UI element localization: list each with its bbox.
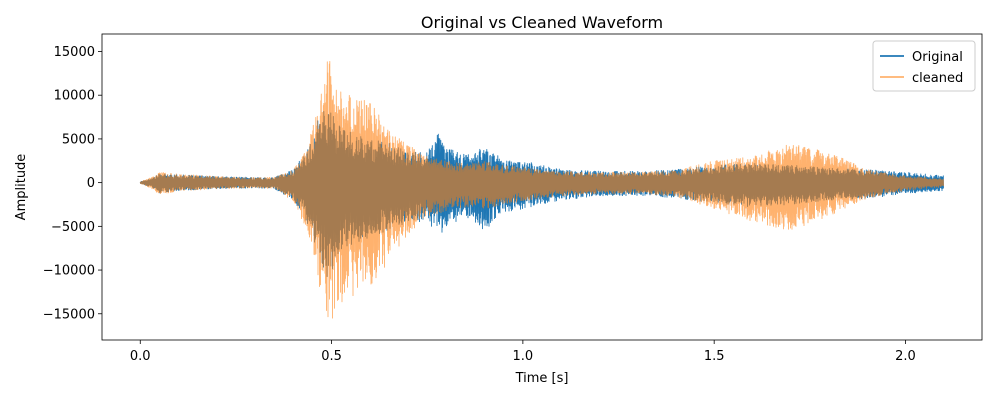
legend: Original cleaned — [872, 40, 976, 92]
y-axis-label: Amplitude — [14, 154, 29, 221]
x-axis: 0.0 0.5 1.0 1.5 2.0 — [130, 340, 916, 364]
legend-box — [872, 40, 976, 92]
x-tick-label: 0.5 — [321, 349, 342, 364]
x-tick-label: 2.0 — [895, 349, 916, 364]
y-tick-label: −5000 — [51, 220, 95, 235]
y-axis: −15000 −10000 −5000 0 5000 10000 15000 — [43, 45, 102, 322]
y-tick-label: 10000 — [54, 89, 95, 104]
x-tick-label: 1.0 — [513, 349, 534, 364]
y-tick-label: 0 — [87, 176, 95, 191]
y-tick-label: 5000 — [62, 132, 95, 147]
x-tick-label: 1.5 — [704, 349, 725, 364]
x-tick-label: 0.0 — [130, 349, 151, 364]
x-axis-label: Time [s] — [515, 371, 569, 386]
y-tick-label: 15000 — [54, 45, 95, 60]
plot-area — [139, 60, 944, 319]
legend-label-original: Original — [912, 50, 963, 65]
series-line-cleaned — [139, 60, 944, 319]
y-tick-label: −15000 — [43, 307, 95, 322]
chart-title: Original vs Cleaned Waveform — [421, 13, 663, 32]
y-tick-label: −10000 — [43, 264, 95, 279]
legend-label-cleaned: cleaned — [912, 71, 963, 86]
plot-frame — [101, 33, 983, 341]
